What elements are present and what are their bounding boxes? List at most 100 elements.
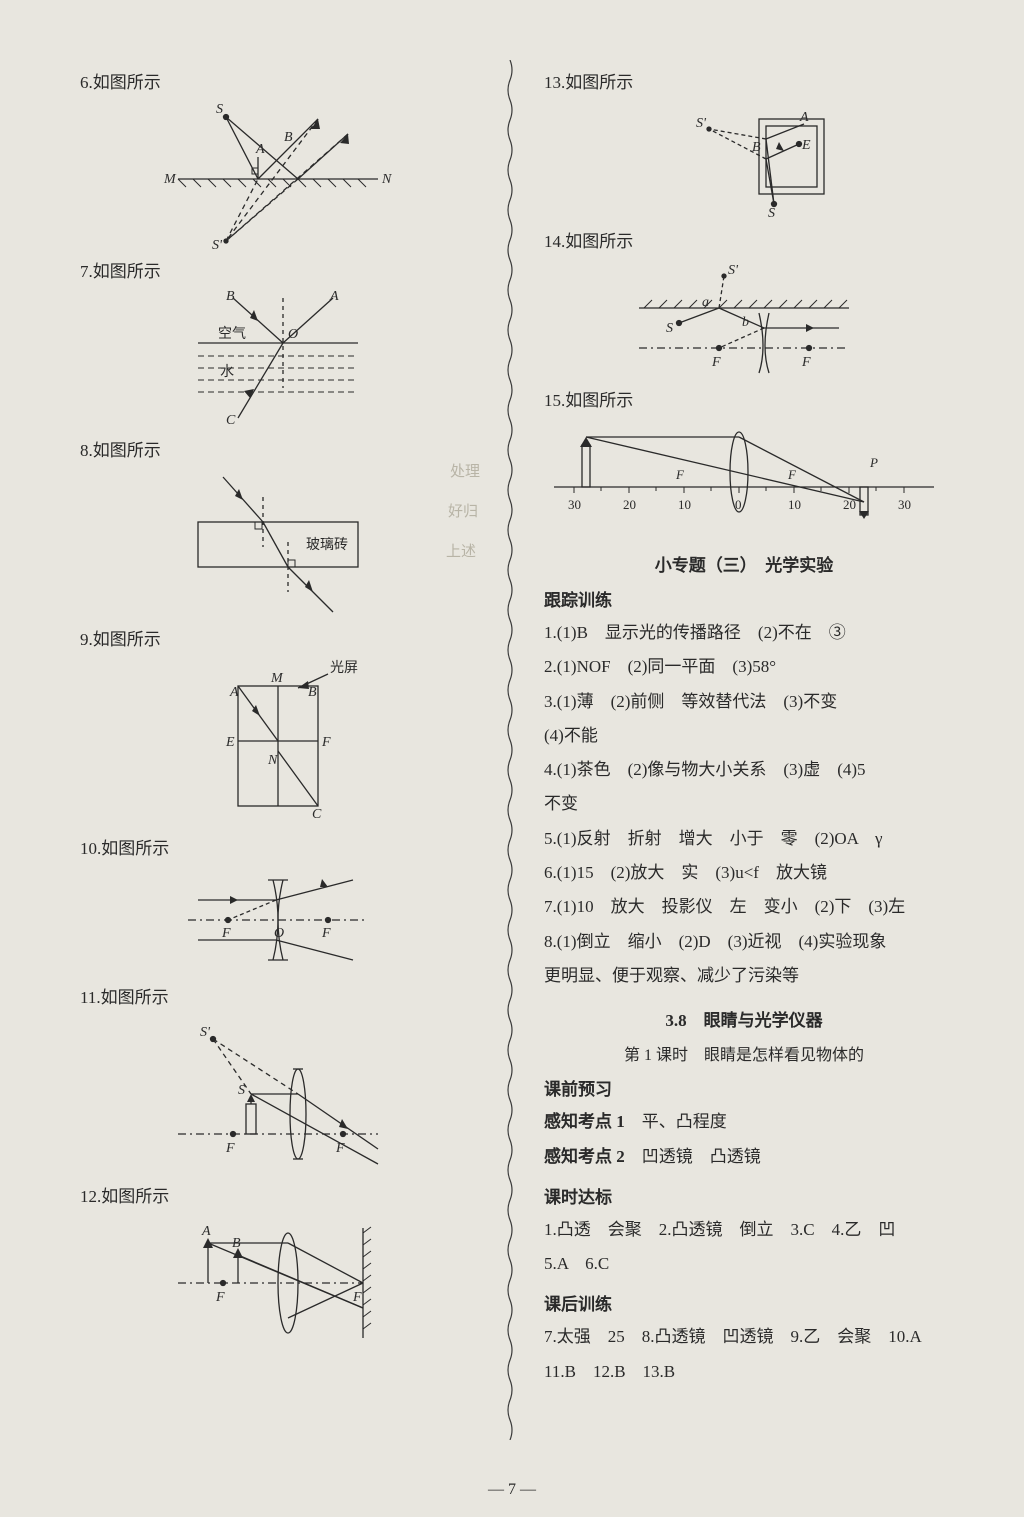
svg-text:E: E <box>225 735 235 750</box>
svg-text:30: 30 <box>568 497 581 512</box>
subtitle-lesson1: 第 1 课时 眼睛是怎样看见物体的 <box>544 1041 944 1065</box>
svg-text:E: E <box>801 138 811 153</box>
svg-text:S: S <box>768 206 775 219</box>
svg-text:0: 0 <box>735 497 742 512</box>
diagram-15: 30 20 10 0 10 20 30 F F P <box>544 417 944 537</box>
svg-text:S: S <box>238 1083 245 1098</box>
svg-text:S': S' <box>728 263 739 278</box>
diagram-9: 光屏 A M B E F N C <box>178 656 378 826</box>
svg-text:A: A <box>201 1224 211 1239</box>
column-divider <box>506 60 514 1440</box>
ans-line: 1.(1)B 显示光的传播路径 (2)不在 ③ <box>544 617 944 649</box>
diagram-8: 玻璃砖 <box>168 467 388 617</box>
diagram-13: S' A B E S <box>644 99 844 219</box>
svg-text:F: F <box>221 926 231 941</box>
right-column: 13.如图所示 S' A B E S <box>544 60 944 1440</box>
svg-text:M: M <box>270 671 284 686</box>
ans-line: 8.(1)倒立 缩小 (2)D (3)近视 (4)实验现象 <box>544 926 944 958</box>
heading-after: 课后训练 <box>544 1290 944 1315</box>
svg-text:N: N <box>381 172 392 187</box>
heading-pre: 课前预习 <box>544 1075 944 1100</box>
page-columns: 6.如图所示 <box>80 60 944 1440</box>
class-line: 1.凸透 会聚 2.凸透镜 倒立 3.C 4.乙 凹 <box>544 1214 944 1246</box>
svg-text:A: A <box>229 685 239 700</box>
ans-line: (4)不能 <box>544 720 944 752</box>
svg-text:光屏: 光屏 <box>330 660 358 676</box>
svg-text:F: F <box>225 1141 235 1156</box>
svg-text:A: A <box>799 110 809 125</box>
svg-text:F: F <box>321 926 331 941</box>
svg-text:B: B <box>232 1236 241 1251</box>
section-title-38: 3.8 眼睛与光学仪器 <box>544 1006 944 1031</box>
ans-line: 5.(1)反射 折射 增大 小于 零 (2)OA γ <box>544 823 944 855</box>
svg-text:S: S <box>216 102 223 117</box>
page-number: — 7 — <box>0 1481 1024 1499</box>
after-line: 11.B 12.B 13.B <box>544 1356 944 1388</box>
item-8-label: 8.如图所示 <box>80 436 476 461</box>
svg-text:A: A <box>255 142 265 157</box>
diagram-11: S' S F F <box>168 1014 388 1174</box>
pre-point-2: 感知考点 2 凹透镜 凸透镜 <box>544 1141 944 1173</box>
item-10-label: 10.如图所示 <box>80 834 476 859</box>
svg-text:S': S' <box>200 1025 211 1040</box>
diagram-6: S B A M N S' <box>148 99 408 249</box>
svg-text:F: F <box>711 355 721 370</box>
svg-text:S': S' <box>696 116 707 131</box>
diagram-12: A B F F <box>168 1213 388 1343</box>
svg-text:F: F <box>335 1141 345 1156</box>
svg-text:M: M <box>163 172 177 187</box>
item-6-label: 6.如图所示 <box>80 68 476 93</box>
section-title-3: 小专题（三） 光学实验 <box>544 551 944 576</box>
heading-class: 课时达标 <box>544 1183 944 1208</box>
ans-line: 7.(1)10 放大 投影仪 左 变小 (2)下 (3)左 <box>544 891 944 923</box>
pre-point-1: 感知考点 1 平、凸程度 <box>544 1106 944 1138</box>
svg-text:O: O <box>288 327 298 342</box>
diagram-14: S' S a b F F <box>624 258 864 378</box>
item-15-label: 15.如图所示 <box>544 386 944 411</box>
ans-line: 更明显、便于观察、减少了污染等 <box>544 960 944 992</box>
ans-line: 6.(1)15 (2)放大 实 (3)u<f 放大镜 <box>544 857 944 889</box>
item-14-label: 14.如图所示 <box>544 227 944 252</box>
svg-text:F: F <box>321 735 331 750</box>
svg-text:B: B <box>226 289 235 304</box>
item-11-label: 11.如图所示 <box>80 983 476 1008</box>
svg-text:玻璃砖: 玻璃砖 <box>306 536 348 553</box>
svg-text:N: N <box>267 753 278 768</box>
svg-text:10: 10 <box>788 497 801 512</box>
heading-track: 跟踪训练 <box>544 586 944 611</box>
svg-text:O: O <box>274 926 284 941</box>
ans-line: 3.(1)薄 (2)前侧 等效替代法 (3)不变 <box>544 686 944 718</box>
svg-text:30: 30 <box>898 497 911 512</box>
ans-line: 2.(1)NOF (2)同一平面 (3)58° <box>544 651 944 683</box>
svg-text:F: F <box>215 1290 225 1305</box>
ans-line: 不变 <box>544 788 944 820</box>
class-line: 5.A 6.C <box>544 1248 944 1280</box>
svg-text:A: A <box>329 289 339 304</box>
svg-text:20: 20 <box>843 497 856 512</box>
after-line: 7.太强 25 8.凸透镜 凹透镜 9.乙 会聚 10.A <box>544 1321 944 1353</box>
item-7-label: 7.如图所示 <box>80 257 476 282</box>
item-13-label: 13.如图所示 <box>544 68 944 93</box>
svg-text:F: F <box>352 1290 362 1305</box>
svg-text:10: 10 <box>678 497 691 512</box>
svg-text:C: C <box>312 807 322 822</box>
svg-text:B: B <box>308 685 317 700</box>
svg-text:b: b <box>742 315 749 330</box>
left-column: 6.如图所示 <box>80 60 476 1440</box>
svg-text:B: B <box>752 140 761 155</box>
svg-text:C: C <box>226 413 236 428</box>
svg-text:P: P <box>869 455 878 470</box>
item-9-label: 9.如图所示 <box>80 625 476 650</box>
svg-text:F: F <box>787 467 797 482</box>
svg-text:S': S' <box>212 238 223 249</box>
svg-text:a: a <box>702 295 709 310</box>
svg-text:S: S <box>666 321 673 336</box>
svg-text:B: B <box>284 130 293 145</box>
svg-text:F: F <box>675 467 685 482</box>
item-12-label: 12.如图所示 <box>80 1182 476 1207</box>
svg-text:空气: 空气 <box>218 326 246 342</box>
svg-text:20: 20 <box>623 497 636 512</box>
ans-line: 4.(1)茶色 (2)像与物大小关系 (3)虚 (4)5 <box>544 754 944 786</box>
diagram-10: F O F <box>178 865 378 975</box>
diagram-7: B A O 空气 水 C <box>178 288 378 428</box>
